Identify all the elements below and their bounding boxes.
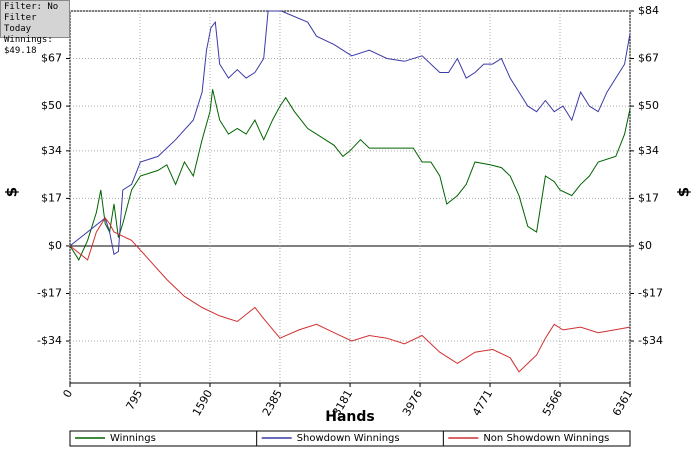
legend-label: Winnings xyxy=(110,433,156,444)
y-tick-label: $0 xyxy=(48,239,62,252)
y2-tick-label: -$17 xyxy=(638,286,663,299)
y2-tick-label: $0 xyxy=(638,239,652,252)
y2-axis-label: $ xyxy=(675,187,693,197)
y2-tick-label: $67 xyxy=(638,52,659,65)
x-tick-label: 4771 xyxy=(470,387,495,418)
y-tick-label: $34 xyxy=(41,144,62,157)
filter-text: Filter: No Filter xyxy=(4,2,59,23)
x-axis-label: Hands xyxy=(325,409,375,425)
x-tick-label: 6361 xyxy=(610,388,635,419)
y-tick-label: $67 xyxy=(41,52,62,65)
y2-tick-label: $84 xyxy=(638,4,659,17)
series-line xyxy=(69,217,631,373)
y-tick-label: $17 xyxy=(41,191,62,204)
legend-label: Showdown Winnings xyxy=(297,433,400,444)
x-tick-label: 5566 xyxy=(540,388,565,419)
y-tick-label: -$34 xyxy=(37,334,62,347)
y-tick-label: $50 xyxy=(41,99,62,112)
period-text: Today xyxy=(4,24,32,34)
x-tick-label: 3976 xyxy=(400,388,425,419)
y2-tick-label: $34 xyxy=(638,144,659,157)
y-tick-label: -$17 xyxy=(37,286,62,299)
y2-tick-label: $50 xyxy=(638,99,659,112)
winnings-text: Winnings: $49.18 xyxy=(4,35,53,56)
y2-tick-label: $17 xyxy=(638,191,659,204)
y-axis-label: $ xyxy=(3,187,21,197)
x-tick-label: 0 xyxy=(60,388,75,401)
info-box: Filter: No Filter Today Winnings: $49.18 xyxy=(0,0,70,56)
x-tick-label: 2385 xyxy=(260,388,285,419)
series-line xyxy=(69,89,631,261)
y2-tick-label: -$34 xyxy=(638,334,663,347)
legend-box xyxy=(69,430,631,447)
x-tick-label: 1590 xyxy=(190,388,215,419)
series-line xyxy=(69,10,631,256)
legend-label: Non Showdown Winnings xyxy=(483,433,609,444)
x-tick-label: 795 xyxy=(123,388,145,413)
